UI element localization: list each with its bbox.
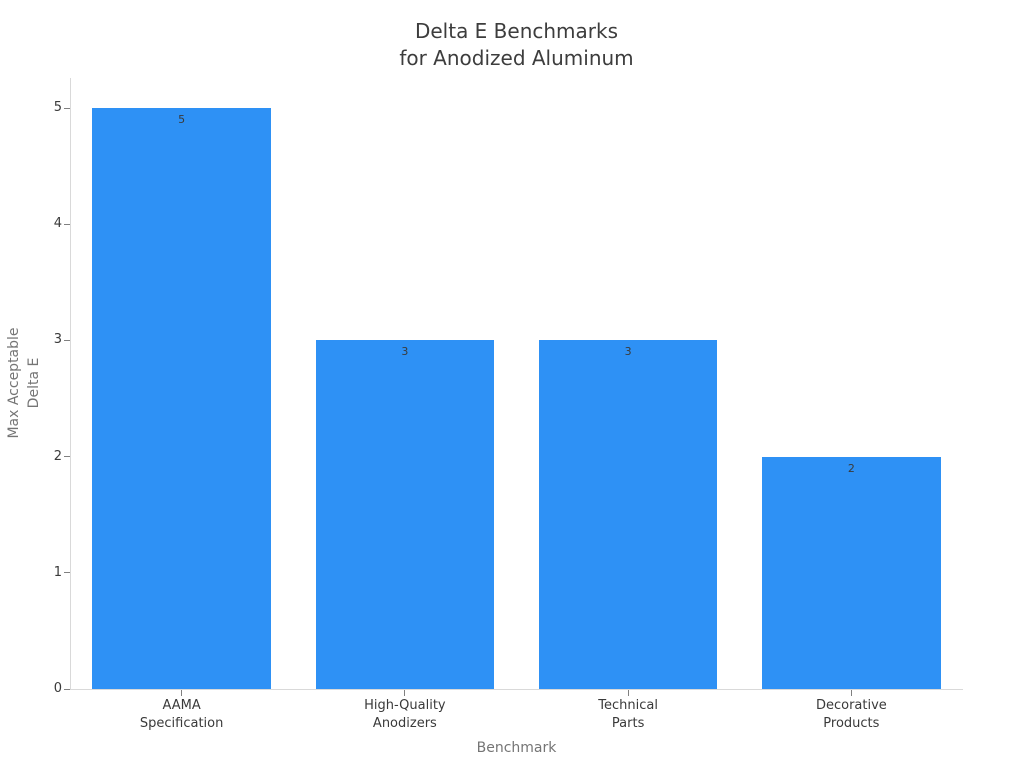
y-axis-tick-label: 2 [53, 448, 62, 464]
x-category-label: Technical Parts [517, 697, 740, 733]
x-category-line: AAMA [162, 698, 201, 713]
y-axis-tick [64, 339, 70, 341]
y-axis-tick-label: 4 [53, 216, 62, 232]
x-category-label: High-Quality Anodizers [293, 697, 516, 733]
y-axis-tick [64, 572, 70, 574]
bar-technical [538, 340, 718, 689]
x-category-line: High-Quality [364, 698, 446, 713]
x-axis-title: Benchmark [476, 740, 557, 756]
y-axis-spine [70, 78, 71, 689]
y-axis-tick [64, 223, 70, 225]
chart-title: Delta E Benchmarks for Anodized Aluminum [70, 18, 963, 72]
y-axis-tick-label: 0 [53, 681, 62, 696]
x-axis-tick [850, 690, 852, 696]
y-axis-tick-label: 1 [53, 564, 62, 580]
bar-high-quality [315, 340, 495, 689]
x-category-line: Decorative [815, 698, 887, 713]
y-axis-tick-label: 3 [53, 332, 62, 348]
x-category-label: AAMA Specification [70, 697, 293, 733]
bar-value-label: 3 [624, 345, 632, 359]
x-category-line: Products [823, 716, 880, 731]
x-category-line: Parts [611, 716, 645, 731]
bar-aama [92, 108, 271, 689]
x-axis-tick [404, 690, 406, 696]
x-axis-tick [627, 690, 629, 696]
bar-value-label: 3 [401, 345, 409, 359]
bar-value-label: 2 [847, 461, 855, 475]
x-axis-spine [70, 689, 963, 690]
x-category-line: Technical [598, 698, 658, 713]
x-category-line: Anodizers [372, 716, 437, 731]
y-axis-tick-label: 5 [53, 100, 62, 115]
y-axis-tick [64, 456, 70, 458]
chart-title-line2: for Anodized Aluminum [399, 46, 634, 70]
bar-decorative [762, 456, 941, 689]
y-axis-tick [64, 107, 70, 109]
chart-title-line1: Delta E Benchmarks [414, 19, 619, 43]
x-axis-tick [181, 690, 183, 696]
x-category-line: Specification [139, 716, 224, 731]
y-axis-tick [64, 688, 70, 690]
x-category-label: Decorative Products [740, 697, 963, 733]
bar-value-label: 5 [178, 113, 186, 126]
